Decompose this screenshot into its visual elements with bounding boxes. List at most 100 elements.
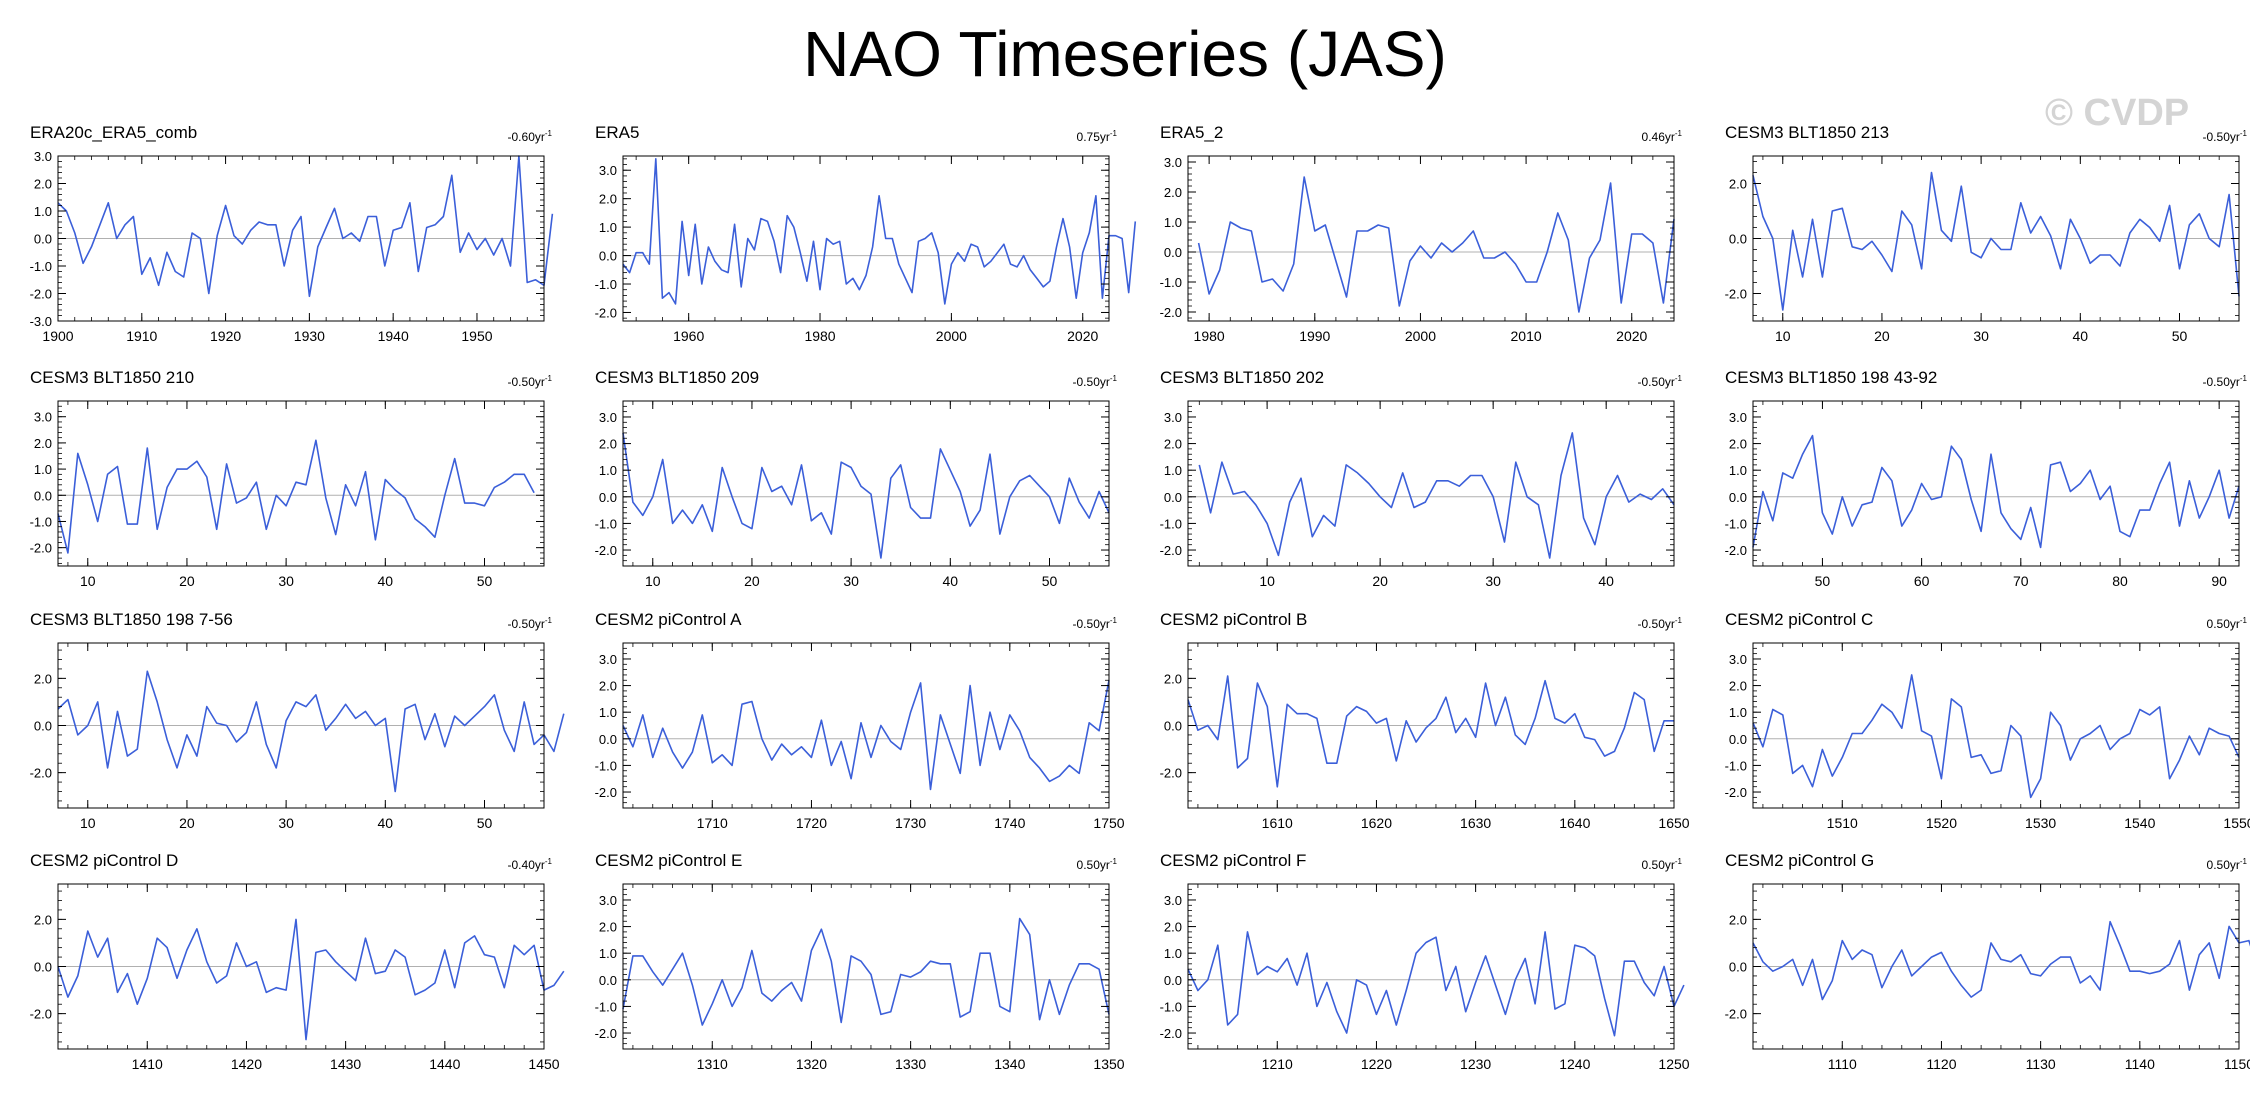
x-tick-label: 1410	[132, 1056, 163, 1072]
x-tick-label: 1620	[1361, 815, 1392, 831]
y-tick-label: 1.0	[599, 463, 617, 478]
trend-exponent: -1	[1109, 616, 1117, 625]
trend-value: 0.50yr	[2206, 858, 2240, 872]
chart-svg: 10 20 30 40 50 -2.0 -1.0 0.0 1.0 2.0 3.0	[30, 400, 545, 589]
nao-series-line	[57, 918, 565, 1041]
y-tick-label: -2.0	[1725, 543, 1747, 558]
x-tick-label: 1630	[1460, 815, 1491, 831]
x-tick-label: 1510	[1827, 815, 1858, 831]
watermark: © CVDP	[2045, 92, 2190, 134]
y-tick-label: 0.0	[599, 973, 617, 988]
trend-exponent: -1	[2239, 374, 2247, 383]
y-tick-label: 3.0	[1729, 652, 1747, 667]
chart-svg: 10 20 30 40 50 -2.0 0.0 2.0	[1725, 155, 2240, 344]
x-tick-label: 20	[744, 573, 760, 589]
chart-svg: 1960 1980 2000 2020 -2.0 -1.0 0.0 1.0 2.0 3.0	[595, 155, 1137, 344]
plot-frame	[1187, 883, 1675, 1050]
y-tick-label: 2.0	[1729, 437, 1747, 452]
y-tick-label: -2.0	[595, 785, 617, 800]
nao-series-line	[622, 917, 1110, 1026]
x-tick-label: 1960	[673, 328, 704, 344]
x-tick-label: 30	[278, 815, 294, 831]
x-tick-label: 2020	[1067, 328, 1098, 344]
y-tick-label: 0.0	[1729, 732, 1747, 747]
y-tick-label: 3.0	[599, 410, 617, 425]
chart-panel: ERA20c_ERA5_comb -0.60yr-1 1900 1910 1920 193…	[12, 123, 554, 355]
trend-label: -0.60yr-1	[508, 129, 552, 144]
y-tick-label: -2.0	[1160, 766, 1182, 781]
y-tick-label: 2.0	[1164, 185, 1182, 200]
chart-panel: CESM3 BLT1850 202 -0.50yr-1 10 20 30 40 -2.0 -1…	[1142, 368, 1682, 600]
chart-svg: 1610 1620 1630 1640 1650 -2.0 0.0 2.0	[1160, 642, 1690, 831]
x-tick-label: 1930	[294, 328, 325, 344]
x-tick-label: 70	[2013, 573, 2029, 589]
trend-value: -0.50yr	[1072, 375, 1110, 389]
x-tick-label: 30	[843, 573, 859, 589]
x-tick-label: 50	[2172, 328, 2188, 344]
x-tick-label: 30	[1973, 328, 1989, 344]
y-tick-label: 3.0	[34, 149, 52, 164]
y-tick-label: 2.0	[34, 177, 52, 192]
chart-panel: CESM3 BLT1850 213 -0.50yr-1 10 20 30 40 50 -2.0…	[1707, 123, 2247, 355]
chart-svg: 10 20 30 40 -2.0 -1.0 0.0 1.0 2.0 3.0	[1160, 400, 1675, 589]
x-tick-label: 1650	[1658, 815, 1689, 831]
x-tick-label: 1140	[2125, 1056, 2155, 1072]
y-tick-label: 1.0	[599, 705, 617, 720]
chart-svg: 10 20 30 40 50 -2.0 -1.0 0.0 1.0 2.0 3.0	[595, 400, 1110, 589]
y-tick-label: 1.0	[599, 946, 617, 961]
x-tick-label: 1610	[1262, 815, 1293, 831]
y-tick-label: -1.0	[1160, 999, 1182, 1014]
y-tick-label: 1.0	[1164, 215, 1182, 230]
trend-label: -0.50yr-1	[2203, 129, 2247, 144]
y-tick-label: 0.0	[34, 232, 52, 247]
x-tick-label: 1250	[1658, 1056, 1689, 1072]
chart-svg: 1210 1220 1230 1240 1250 -2.0 -1.0 0.0 1.0 2.0 3.0	[1160, 883, 1690, 1072]
y-tick-label: -1.0	[595, 758, 617, 773]
trend-exponent: -1	[1109, 374, 1117, 383]
x-tick-label: 10	[1259, 573, 1275, 589]
nao-series-line	[57, 155, 554, 298]
x-tick-label: 50	[1042, 573, 1058, 589]
panel-title: CESM2 piControl B	[1160, 610, 1308, 629]
plot-frame	[1187, 155, 1675, 322]
y-tick-label: 3.0	[599, 163, 617, 178]
trend-value: 0.46yr	[1641, 130, 1675, 144]
x-tick-label: 1640	[1559, 815, 1590, 831]
y-tick-label: 2.0	[1164, 437, 1182, 452]
x-tick-label: 1920	[210, 328, 241, 344]
trend-exponent: -1	[544, 374, 552, 383]
panel-title: CESM2 piControl G	[1725, 851, 1875, 870]
y-tick-label: -2.0	[1160, 543, 1182, 558]
trend-value: -0.50yr	[2202, 375, 2240, 389]
x-tick-label: 1240	[1559, 1056, 1590, 1072]
y-tick-label: -3.0	[30, 314, 52, 329]
page-title: NAO Timeseries (JAS)	[803, 18, 1447, 90]
trend-value: 0.50yr	[1641, 858, 1675, 872]
y-tick-label: 0.0	[1729, 232, 1747, 247]
nao-series-line	[1752, 920, 2250, 1001]
x-tick-label: 1320	[796, 1056, 827, 1072]
y-tick-label: 0.0	[1164, 245, 1182, 260]
y-tick-label: 2.0	[599, 920, 617, 935]
y-tick-label: -1.0	[30, 259, 52, 274]
chart-panel: CESM2 piControl A -0.50yr-1 1710 1720 1730 17…	[577, 610, 1125, 842]
chart-svg: 1710 1720 1730 1740 1750 -2.0 -1.0 0.0 1.0 2.0 3.0	[595, 642, 1125, 831]
trend-value: -0.50yr	[1637, 375, 1675, 389]
y-tick-label: 2.0	[1164, 671, 1182, 686]
panel-title: CESM2 piControl A	[595, 610, 742, 629]
y-tick-label: 2.0	[599, 437, 617, 452]
y-tick-label: 1.0	[599, 220, 617, 235]
chart-panel: CESM2 piControl C 0.50yr-1 1510 1520 1530 154…	[1707, 610, 2250, 842]
panel-title: CESM3 BLT1850 213	[1725, 123, 1890, 142]
x-tick-label: 2010	[1511, 328, 1542, 344]
y-tick-label: 0.0	[1164, 719, 1182, 734]
chart-svg: 1900 1910 1920 1930 1940 1950 -3.0 -2.0 -1.0 0.0 1…	[30, 149, 554, 344]
y-tick-label: 2.0	[599, 679, 617, 694]
x-tick-label: 10	[645, 573, 661, 589]
trend-label: -0.50yr-1	[508, 374, 552, 389]
x-tick-label: 2020	[1616, 328, 1647, 344]
y-tick-label: -1.0	[1725, 516, 1747, 531]
trend-exponent: -1	[1109, 857, 1117, 866]
chart-svg: 1310 1320 1330 1340 1350 -2.0 -1.0 0.0 1.0 2.0 3.0	[595, 883, 1125, 1072]
x-tick-label: 1220	[1361, 1056, 1392, 1072]
